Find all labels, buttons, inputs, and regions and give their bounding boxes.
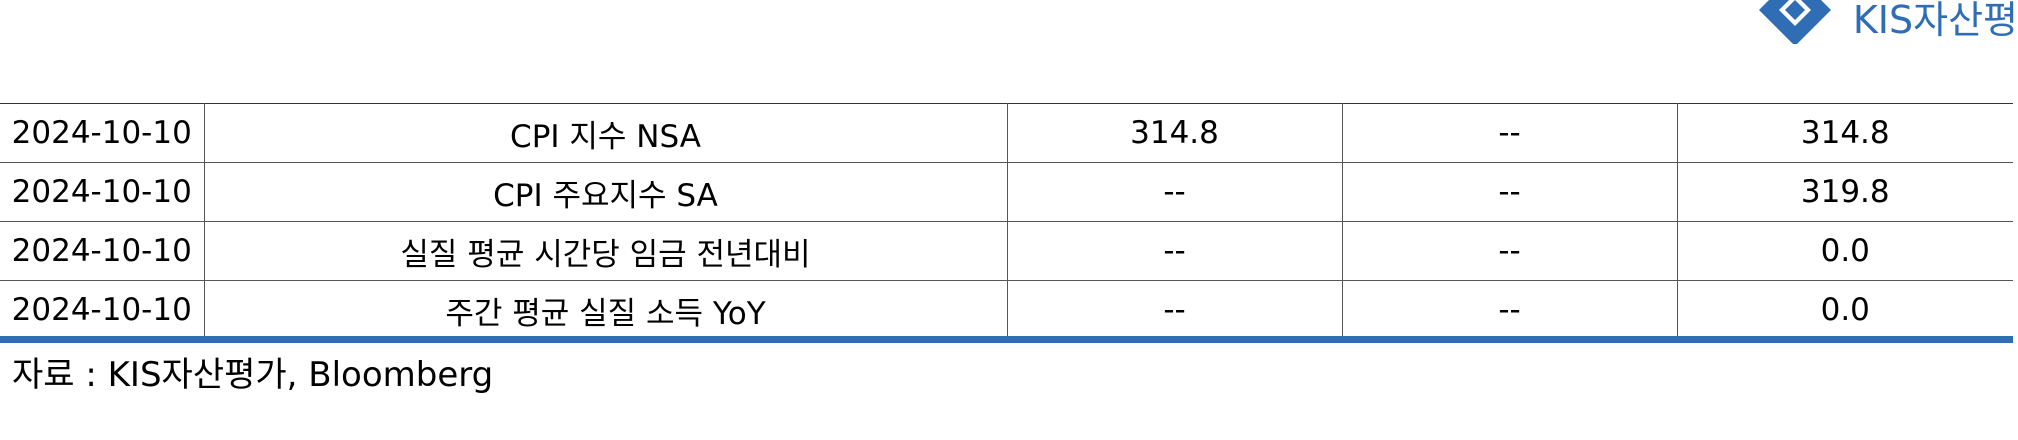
previous-cell: 319.8 xyxy=(1677,162,2013,222)
previous-cell: 0.0 xyxy=(1677,221,2013,281)
table-bottom-rule xyxy=(0,336,2013,343)
table-row: 2024-10-10 CPI 주요지수 SA -- -- 319.8 xyxy=(0,162,2013,222)
table-row: 2024-10-10 주간 평균 실질 소득 YoY -- -- 0.0 xyxy=(0,280,2013,340)
indicator-cell: CPI 지수 NSA xyxy=(204,103,1008,163)
date-cell: 2024-10-10 xyxy=(0,162,205,222)
forecast-cell: -- xyxy=(1342,103,1678,163)
indicator-cell: 주간 평균 실질 소득 YoY xyxy=(204,280,1008,340)
previous-cell: 0.0 xyxy=(1677,280,2013,340)
forecast-cell: -- xyxy=(1342,280,1678,340)
source-note: 자료 : KIS자산평가, Bloomberg xyxy=(12,355,494,395)
diamond-logo-icon xyxy=(1758,0,1831,44)
actual-cell: -- xyxy=(1007,162,1343,222)
actual-cell: 314.8 xyxy=(1007,103,1343,163)
table-row: 2024-10-10 실질 평균 시간당 임금 전년대비 -- -- 0.0 xyxy=(0,221,2013,281)
date-cell: 2024-10-10 xyxy=(0,221,205,281)
actual-cell: -- xyxy=(1007,280,1343,340)
indicator-cell: CPI 주요지수 SA xyxy=(204,162,1008,222)
indicator-table: 2024-10-10 CPI 지수 NSA 314.8 -- 314.8 202… xyxy=(0,103,2013,340)
date-cell: 2024-10-10 xyxy=(0,280,205,340)
indicator-cell: 실질 평균 시간당 임금 전년대비 xyxy=(204,221,1008,281)
company-logo: KIS자산평 xyxy=(1751,0,2018,44)
actual-cell: -- xyxy=(1007,221,1343,281)
previous-cell: 314.8 xyxy=(1677,103,2013,163)
table-row: 2024-10-10 CPI 지수 NSA 314.8 -- 314.8 xyxy=(0,103,2013,163)
logo-text: KIS자산평 xyxy=(1852,0,2018,42)
forecast-cell: -- xyxy=(1342,162,1678,222)
forecast-cell: -- xyxy=(1342,221,1678,281)
date-cell: 2024-10-10 xyxy=(0,103,205,163)
